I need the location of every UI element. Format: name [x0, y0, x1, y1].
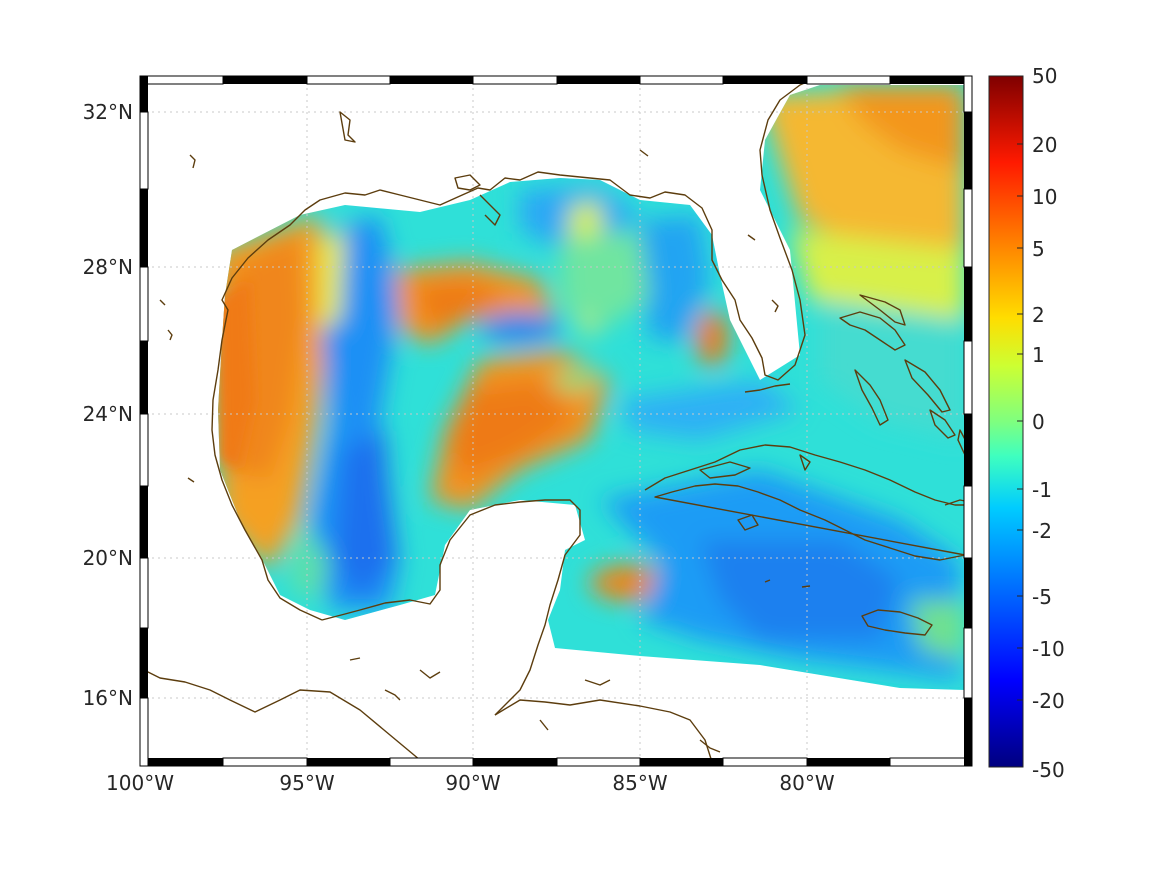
- y-tick-label: 16°N: [83, 686, 133, 710]
- colorbar-label: -20: [1032, 689, 1065, 713]
- y-tick-label: 20°N: [83, 546, 133, 570]
- colorbar: 50 20 10 5 2 1 0 -1 -2 -5 -10 -20 -50: [988, 64, 1065, 782]
- colorbar-label: 10: [1032, 185, 1057, 209]
- colorbar-ticks: [1017, 143, 1023, 701]
- x-tick-label: 95°W: [279, 771, 334, 795]
- graticule: [140, 76, 972, 766]
- x-tick-label: 85°W: [612, 771, 667, 795]
- colorbar-label: 20: [1032, 133, 1057, 157]
- x-tick-label: 100°W: [106, 771, 174, 795]
- colorbar-label: -1: [1032, 478, 1052, 502]
- x-tick-label: 80°W: [779, 771, 834, 795]
- colorbar-label: -2: [1032, 519, 1052, 543]
- y-tick-label: 32°N: [83, 100, 133, 124]
- colorbar-label: -10: [1032, 637, 1065, 661]
- colorbar-label: -50: [1032, 758, 1065, 782]
- y-tick-label: 24°N: [83, 402, 133, 426]
- x-axis-labels: 100°W 95°W 90°W 85°W 80°W: [106, 771, 835, 795]
- colorbar-label: -5: [1032, 585, 1052, 609]
- map-frame: [139, 75, 973, 767]
- colorbar-label: 0: [1032, 410, 1045, 434]
- colorbar-label: 50: [1032, 64, 1057, 88]
- y-tick-label: 28°N: [83, 255, 133, 279]
- colorbar-label: 1: [1032, 343, 1045, 367]
- coastlines: [139, 75, 971, 763]
- x-tick-label: 90°W: [445, 771, 500, 795]
- colorbar-label: 5: [1032, 237, 1045, 261]
- colorbar-label: 2: [1032, 303, 1045, 327]
- y-axis-labels: 32°N 28°N 24°N 20°N 16°N: [83, 100, 133, 710]
